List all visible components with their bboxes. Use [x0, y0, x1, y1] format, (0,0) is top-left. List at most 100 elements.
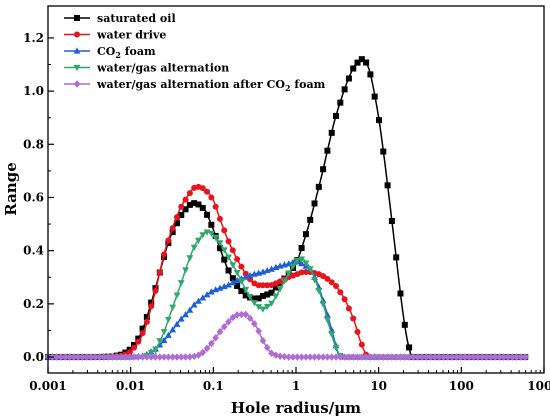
data-point	[341, 86, 348, 93]
data-point	[220, 323, 228, 331]
data-point	[246, 314, 254, 323]
data-point	[225, 281, 232, 288]
data-point	[242, 273, 250, 280]
data-point	[169, 353, 176, 361]
data-point	[410, 353, 417, 361]
data-point	[320, 166, 327, 173]
legend-marker	[73, 47, 81, 54]
data-point	[246, 294, 254, 301]
series-5	[44, 310, 529, 361]
data-point	[337, 99, 344, 106]
data-point	[178, 203, 185, 210]
data-point	[96, 353, 103, 361]
data-point	[208, 194, 215, 201]
data-point	[281, 352, 288, 361]
data-point	[470, 353, 477, 361]
data-point	[130, 353, 138, 361]
data-point	[405, 353, 413, 361]
data-point	[440, 353, 447, 361]
data-point	[337, 289, 344, 296]
data-point	[302, 353, 310, 361]
legend-item: saturated oil	[64, 12, 176, 25]
data-point	[190, 244, 198, 251]
data-point	[311, 200, 318, 207]
data-point	[259, 306, 267, 313]
data-point	[83, 353, 90, 361]
legend-marker	[73, 64, 81, 72]
data-point	[302, 260, 310, 267]
data-point	[349, 353, 357, 361]
data-point	[324, 147, 331, 154]
data-point	[251, 320, 258, 328]
data-point	[289, 353, 297, 361]
data-point	[79, 353, 86, 361]
data-point	[358, 56, 365, 63]
data-point	[251, 295, 258, 302]
data-point	[508, 353, 516, 361]
data-point	[139, 330, 146, 337]
data-point	[259, 292, 266, 299]
x-tick-label: 0.001	[29, 379, 67, 393]
data-point	[173, 214, 180, 221]
data-point	[311, 276, 318, 284]
data-point	[199, 185, 206, 192]
data-point	[341, 296, 348, 303]
data-point	[212, 286, 220, 293]
data-point	[126, 353, 133, 361]
data-point	[328, 279, 335, 286]
data-point	[264, 282, 271, 289]
x-tick-label: 0.1	[203, 379, 224, 393]
data-point	[66, 353, 73, 361]
series-line	[47, 230, 529, 359]
data-point	[263, 303, 271, 311]
data-point	[177, 280, 185, 287]
data-point	[358, 341, 365, 348]
data-point	[195, 297, 202, 304]
data-point	[160, 336, 168, 344]
legend-item: CO2 foam	[64, 45, 156, 60]
data-point	[435, 353, 443, 361]
data-point	[324, 275, 331, 282]
data-point	[74, 353, 82, 361]
data-point	[306, 353, 314, 361]
data-point	[272, 293, 280, 300]
data-point	[147, 349, 155, 357]
data-point	[208, 221, 215, 228]
data-point	[182, 267, 189, 274]
data-point	[109, 353, 116, 361]
data-point	[178, 212, 185, 219]
data-point	[491, 353, 499, 361]
data-point	[513, 353, 520, 361]
data-point	[324, 317, 331, 324]
data-point	[87, 353, 95, 361]
y-tick-label: 0.0	[23, 350, 44, 364]
data-point	[289, 263, 297, 270]
data-point	[504, 353, 512, 361]
data-point	[298, 353, 305, 361]
data-point	[379, 353, 387, 361]
data-point	[143, 318, 150, 325]
data-point	[272, 284, 279, 291]
data-point	[328, 353, 336, 361]
data-point	[306, 266, 314, 273]
data-point	[276, 352, 284, 360]
data-point	[474, 353, 482, 361]
data-point	[220, 247, 228, 254]
legend-label: saturated oil	[97, 12, 176, 25]
data-point	[388, 353, 396, 361]
legend: saturated oil water drive CO2 foam water/ga…	[64, 12, 326, 93]
data-point	[135, 338, 142, 345]
data-point	[341, 353, 348, 361]
y-tick-label: 0.8	[23, 137, 44, 151]
data-point	[177, 353, 185, 361]
series-line	[47, 57, 529, 359]
data-point	[392, 353, 400, 361]
data-point	[345, 305, 352, 312]
data-point	[190, 301, 198, 308]
data-point	[521, 353, 529, 361]
data-point	[302, 231, 309, 238]
data-point	[182, 353, 189, 361]
data-point	[418, 353, 426, 361]
data-point	[350, 315, 357, 322]
data-point	[315, 183, 322, 190]
